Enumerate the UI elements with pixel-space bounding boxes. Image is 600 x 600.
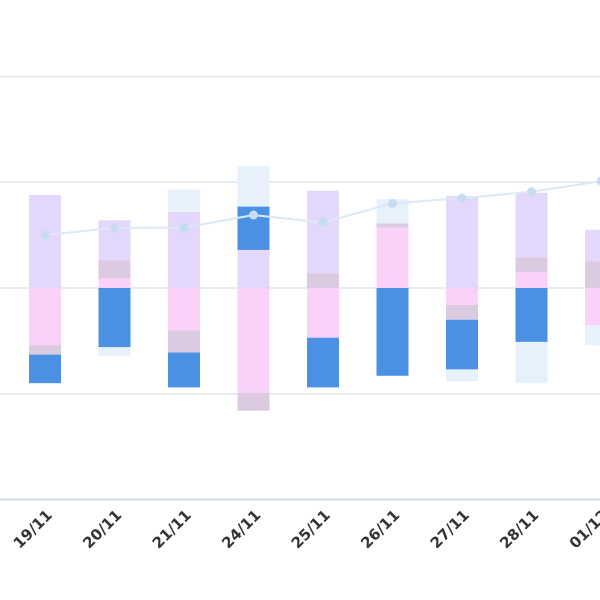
bar-segment — [446, 288, 478, 305]
bar-segment — [29, 194, 61, 288]
x-tick-label: 26/11 — [357, 506, 403, 552]
x-tick-label: 01/12 — [566, 506, 600, 552]
x-tick-label: 28/11 — [496, 506, 542, 552]
line-point — [457, 193, 467, 203]
x-tick-label: 27/11 — [427, 506, 473, 552]
bar-segment — [168, 189, 200, 212]
bar-segment — [307, 273, 339, 288]
bar-segment — [585, 229, 600, 262]
bar-segment — [515, 272, 548, 288]
x-tick-label: 19/11 — [10, 506, 56, 552]
bar-segment — [168, 288, 200, 331]
bar-segment — [446, 369, 478, 382]
bar-segment — [168, 330, 200, 353]
bar-segment — [585, 288, 600, 326]
bar-segment — [585, 261, 600, 288]
line-point — [249, 210, 258, 220]
bar-segment — [515, 341, 548, 384]
bar-segment — [168, 352, 200, 388]
bar-segment — [515, 257, 548, 273]
bar-segment — [237, 288, 270, 393]
bar-segment — [237, 166, 270, 207]
bar-segment — [29, 345, 61, 355]
bar-segment — [446, 304, 478, 320]
x-tick-label: 24/11 — [218, 506, 264, 552]
bar-segment — [98, 260, 131, 279]
x-tick-label: 20/11 — [79, 506, 125, 552]
bar-segment — [376, 288, 409, 376]
bar-segment — [98, 288, 131, 348]
bar-segment — [515, 192, 548, 258]
bar-segment — [98, 278, 131, 288]
bar-segment — [446, 195, 478, 288]
bar-segment — [29, 354, 61, 384]
bar-segment — [307, 190, 339, 274]
bar-segment — [237, 392, 270, 411]
bar-segment — [376, 223, 409, 228]
line-point — [110, 223, 119, 233]
bar-segment — [446, 319, 478, 370]
line-point — [388, 198, 397, 208]
bar-segment — [585, 325, 600, 346]
bar-segment — [515, 288, 548, 342]
line-point — [40, 230, 50, 240]
bar-segment — [307, 288, 339, 338]
line-point — [596, 176, 600, 186]
line-point — [318, 217, 328, 227]
bar-segment — [376, 227, 409, 288]
x-tick-label: 25/11 — [288, 506, 334, 552]
bar-segment — [29, 288, 61, 346]
bar-segment — [237, 249, 270, 288]
x-tick-label: 21/11 — [149, 506, 195, 552]
bar-segment — [307, 337, 339, 388]
line-point — [527, 187, 536, 197]
bar-segment — [98, 347, 131, 356]
line-point — [179, 223, 189, 233]
